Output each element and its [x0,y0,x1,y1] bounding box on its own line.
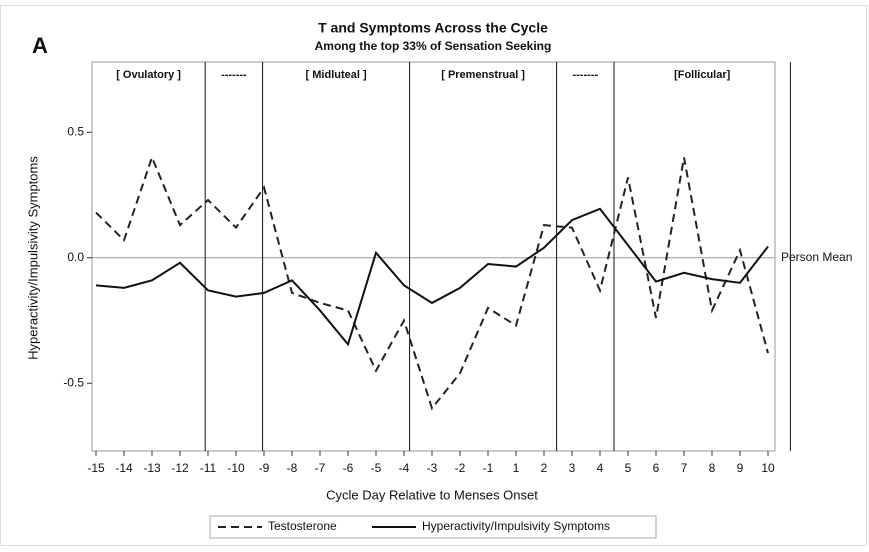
x-tick-label: -10 [227,461,245,475]
x-axis-label: Cycle Day Relative to Menses Onset [326,487,538,502]
x-tick-label: 4 [597,461,604,475]
x-tick-label: 2 [541,461,548,475]
x-tick-label: -2 [455,461,466,475]
y-tick-label: 0.0 [67,250,84,264]
legend-label: Hyperactivity/Impulsivity Symptoms [422,519,610,533]
x-tick-label: -9 [259,461,270,475]
x-tick-label: -4 [399,461,410,475]
x-tick-label: -5 [371,461,382,475]
x-tick-label: -11 [200,461,217,475]
phase-label: ------- [572,69,598,81]
chart-title: T and Symptoms Across the Cycle [318,20,548,36]
series-line [95,207,769,347]
frame [0,5,867,546]
reference-label: Person Mean [781,250,852,264]
phase-label: [ Ovulatory ] [116,69,181,81]
x-tick-label: -13 [143,461,161,475]
x-tick-label: 7 [681,461,688,475]
x-tick-label: 1 [513,461,520,475]
x-tick-label: -14 [115,461,133,475]
y-tick-label: 0.5 [67,124,84,138]
x-tick-label: -7 [315,461,326,475]
y-axis-label: Hyperactivity/Impulsivity Symptoms [25,156,40,360]
panel-label: A [32,33,48,58]
x-tick-label: -1 [483,461,494,475]
x-tick-label: 9 [737,461,744,475]
x-tick-label: -6 [343,461,354,475]
phase-label: [ Premenstrual ] [441,69,525,81]
phase-label: [Follicular] [674,69,731,81]
legend-box [209,515,657,539]
chart-subtitle: Among the top 33% of Sensation Seeking [315,39,552,53]
x-tick-label: -3 [427,461,438,475]
legend-label: Testosterone [268,519,337,533]
x-tick-label: 6 [653,461,660,475]
plot-area [91,61,776,452]
x-tick-label: 8 [709,461,716,475]
phase-label: ------- [221,69,247,81]
x-tick-label: 5 [625,461,632,475]
x-tick-label: 10 [761,461,775,475]
x-tick-label: -15 [87,461,105,475]
y-tick-label: -0.5 [63,375,84,389]
x-tick-label: -8 [287,461,298,475]
x-tick-label: -12 [171,461,189,475]
phase-label: [ Midluteal ] [306,69,367,81]
series-line [95,154,769,411]
x-tick-label: 3 [569,461,576,475]
